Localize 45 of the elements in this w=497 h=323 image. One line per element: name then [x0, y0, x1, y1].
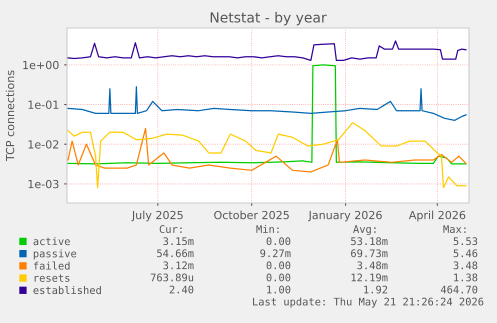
- text: 3.15m: [163, 237, 194, 246]
- text: Last update: Thu May 21 21:26:24 2026: [253, 297, 484, 308]
- y-axis-title: TCP connections: [6, 70, 14, 162]
- text: 3.48: [454, 261, 478, 270]
- legend-label: established: [33, 286, 101, 294]
- legend-label: failed: [34, 262, 70, 270]
- legend-label: active: [34, 237, 70, 246]
- text: 53.18m: [351, 237, 388, 246]
- text: 69.73m: [351, 249, 388, 258]
- text: 5.53: [454, 237, 478, 246]
- y-tick-label: 1e+00: [23, 60, 59, 70]
- text: Cur:: [160, 225, 182, 234]
- text: 1.92: [364, 286, 388, 294]
- text: 3.12m: [163, 261, 194, 270]
- text: 5.46: [454, 249, 478, 258]
- line-series: [67, 86, 467, 121]
- y-tick-label: 1e-03: [28, 180, 58, 188]
- text: Avg:: [353, 225, 376, 236]
- chart-title: Netstat - by year: [210, 12, 327, 26]
- text: 0.00: [266, 274, 290, 282]
- text: 1.38: [454, 274, 478, 282]
- text: 0.00: [266, 261, 290, 270]
- text: 0.00: [266, 237, 290, 246]
- x-tick-label: July 2025: [131, 210, 183, 222]
- y-tick-label: 1e-01: [28, 100, 58, 109]
- text: Min:: [256, 224, 279, 233]
- text: 464.70: [440, 286, 478, 294]
- text: 3.48m: [357, 261, 388, 270]
- legend-label: resets: [34, 274, 70, 282]
- line-series: [67, 64, 467, 164]
- line-series: [67, 40, 467, 61]
- text: 2.40: [170, 286, 194, 294]
- text: 54.66m: [157, 249, 194, 258]
- x-tick-label: October 2025: [214, 210, 289, 220]
- x-tick-label: January 2026: [308, 210, 382, 222]
- text: Max:: [443, 225, 466, 234]
- x-tick-label: April 2026: [408, 210, 466, 222]
- text: 763.89u: [150, 274, 194, 282]
- legend-label: passive: [34, 249, 76, 260]
- y-tick-label: 1e-02: [28, 140, 58, 149]
- text: 9.27m: [260, 249, 291, 258]
- line-series: [67, 122, 467, 188]
- text: 12.19m: [352, 274, 388, 282]
- line-series: [67, 128, 467, 173]
- text: 1.00: [267, 286, 290, 294]
